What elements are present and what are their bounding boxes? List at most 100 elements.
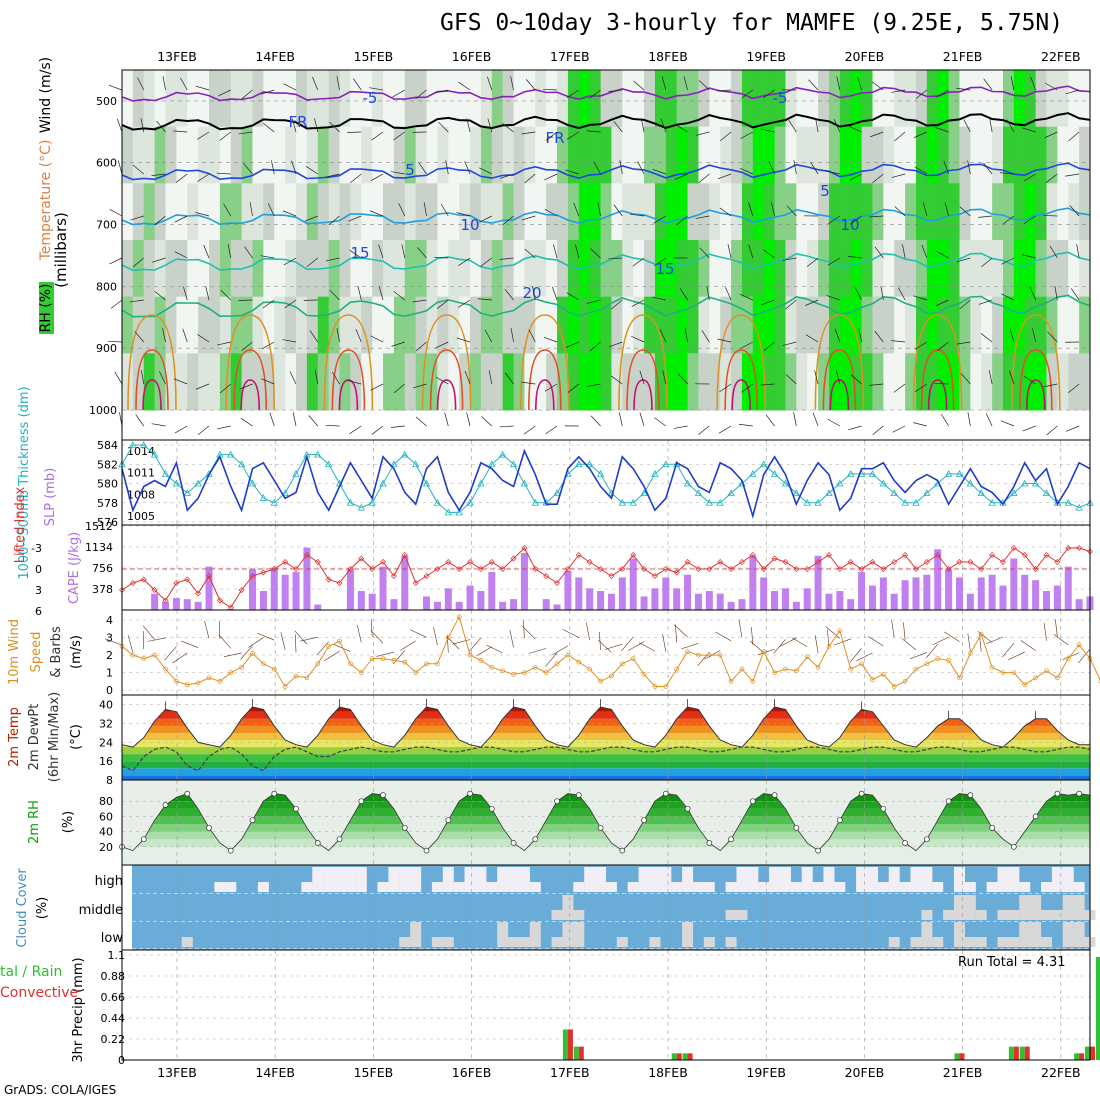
rh-shade-cell	[578, 353, 591, 411]
upper-air-ylabel: (millibars)	[52, 212, 70, 288]
boundary-layer-contour	[724, 349, 758, 411]
upper-wind-barb	[523, 425, 536, 435]
rh-shade-cell	[709, 353, 721, 411]
rh-shade-cell	[915, 353, 928, 411]
rh-shade-cell	[317, 183, 330, 241]
cape-bar	[705, 591, 713, 610]
upper-wind-barb	[154, 290, 166, 301]
upper-wind-barb	[325, 257, 340, 262]
date-label-bottom: 20FEB	[845, 1065, 885, 1080]
rh2m-marker	[1011, 843, 1017, 850]
upper-wind-barb	[108, 340, 123, 343]
wind10m-barb	[447, 634, 449, 653]
rh-shade-cell	[480, 183, 493, 241]
upper-wind-barb	[132, 164, 144, 175]
lifted-marker	[1032, 566, 1039, 572]
upper-wind-barb	[1021, 254, 1036, 259]
cape-bar	[716, 593, 724, 610]
cape-bar	[542, 599, 550, 610]
upper-wind-barb	[913, 422, 927, 427]
thickness-marker	[662, 460, 670, 468]
upper-wind-barb	[378, 286, 384, 301]
wind10m-barb	[142, 625, 155, 640]
rh-shade-cell	[198, 296, 210, 354]
rh-shade-cell	[404, 296, 417, 354]
rh-shade-cell	[611, 70, 623, 128]
date-label-top: 18FEB	[648, 49, 688, 64]
cape-bar	[1053, 585, 1061, 610]
upper-wind-barb	[874, 246, 884, 259]
upper-wind-barb	[415, 416, 427, 427]
rh-shade-cell	[285, 240, 297, 298]
upper-wind-barb	[180, 77, 188, 91]
wind10m-barb	[528, 648, 547, 654]
thickness-marker	[901, 498, 909, 506]
upper-wind-barb	[544, 173, 558, 181]
cloud-cell	[497, 922, 509, 947]
upper-wind-barb	[370, 383, 384, 391]
upper-wind-barb	[521, 131, 536, 135]
thickness-marker	[444, 508, 452, 516]
rh-shade-cell	[187, 70, 199, 128]
rh-shade-cell	[470, 126, 482, 184]
cloud-cell	[703, 937, 715, 947]
thickness-marker	[814, 498, 822, 506]
upper-wind-barb	[457, 299, 471, 308]
rh-shade-cell	[937, 240, 950, 298]
upper-wind-barb	[637, 161, 645, 175]
cloud-cell	[1062, 867, 1074, 892]
cape-bar	[955, 577, 963, 610]
rh2m-marker	[793, 824, 800, 831]
cloud-cell	[301, 882, 313, 892]
thickness-marker	[879, 479, 888, 487]
rh-shade-cell	[850, 126, 863, 184]
cloud-cell	[431, 937, 443, 947]
upper-wind-barb	[739, 167, 753, 175]
precip-total-bar	[1085, 1046, 1090, 1060]
upper-wind-barb	[521, 381, 536, 385]
cape-bar	[618, 577, 626, 610]
cape-bar	[357, 591, 365, 610]
upper-wind-barb	[309, 330, 319, 343]
thickness-marker	[324, 460, 333, 468]
rh-shade-cell	[132, 353, 145, 411]
rh-shade-cell	[665, 183, 678, 241]
cloud-cell	[312, 867, 324, 892]
upper-wind-barb	[445, 160, 449, 175]
rh-shade-cell	[198, 126, 210, 184]
wind10m-marker	[326, 644, 332, 649]
upper-wind-barb	[573, 202, 580, 217]
thickness-marker	[847, 470, 855, 477]
cloud-cell	[453, 882, 465, 892]
rh-shade-cell	[491, 240, 504, 298]
wind10m-ylabel-line4: (m/s)	[69, 635, 84, 669]
upper-wind-barb	[241, 341, 253, 352]
pressure-tick-label: 500	[96, 95, 117, 108]
upper-wind-barb	[760, 383, 775, 386]
rh-shade-cell	[1068, 70, 1080, 128]
rh2m-marker	[184, 790, 191, 797]
rh-shade-cell	[448, 70, 460, 128]
temperature-contour	[121, 112, 1091, 131]
thickness-marker	[477, 479, 485, 487]
boundary-layer-contour	[127, 314, 177, 411]
upper-wind-barb	[631, 335, 645, 343]
precip-legend-total: tal / Rain	[0, 964, 62, 980]
rh-shade-cell	[948, 183, 960, 241]
cape-bar	[727, 601, 735, 610]
rh-shade-cell	[970, 353, 982, 411]
rh-shade-cell	[926, 126, 939, 184]
upper-wind-barb	[613, 120, 623, 133]
upper-wind-barb	[261, 341, 275, 350]
rh2m-marker	[532, 836, 539, 843]
upper-wind-barb	[915, 89, 928, 99]
wind10m-marker	[576, 659, 582, 665]
upper-wind-barb	[378, 244, 384, 259]
cape-bar	[760, 577, 768, 610]
cloud-cell	[769, 867, 781, 892]
rh-shade-cell	[241, 183, 254, 241]
upper-wind-barb	[249, 202, 253, 217]
temp-band	[122, 761, 1090, 769]
upper-wind-barb	[152, 257, 166, 263]
lifted-marker	[825, 552, 832, 558]
